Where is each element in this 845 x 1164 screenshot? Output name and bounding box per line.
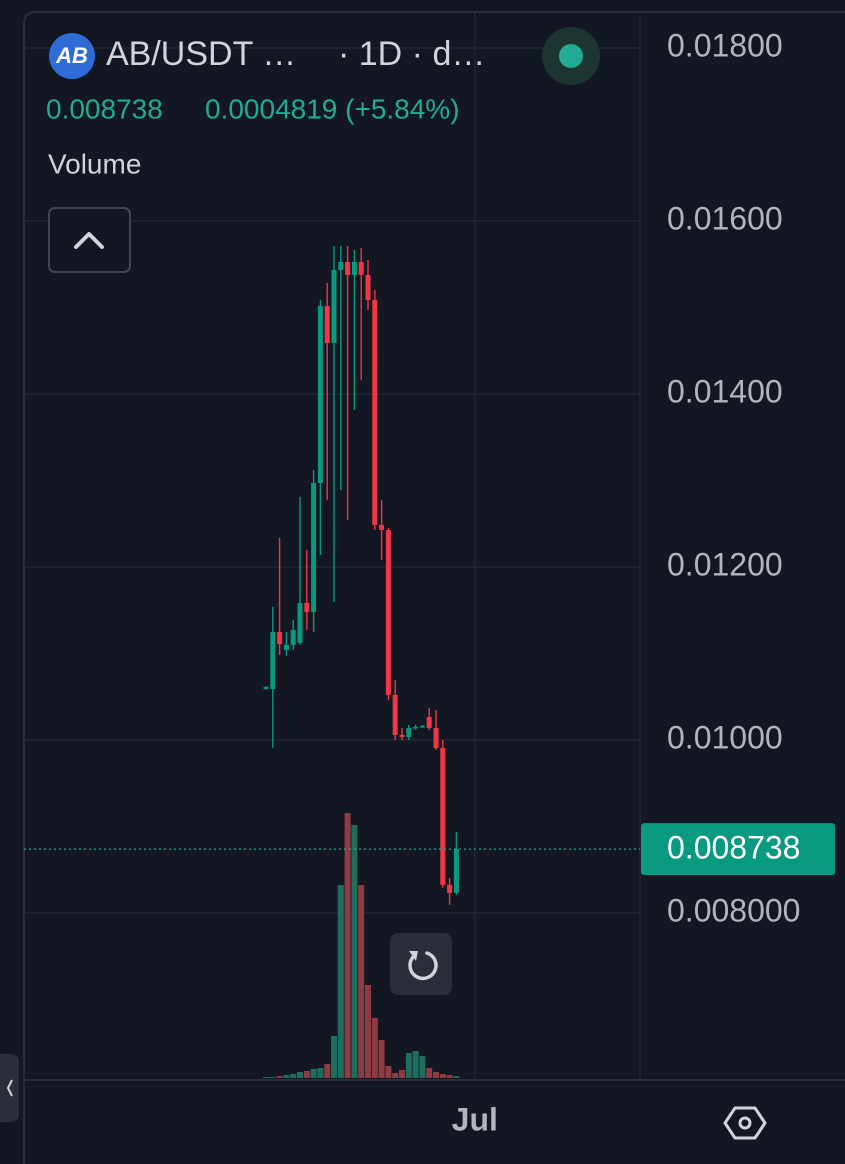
candle-body (413, 726, 419, 729)
y-tick-label: 0.01200 (667, 546, 783, 582)
reset-arrowhead (409, 951, 418, 961)
volume-bar (269, 1077, 276, 1078)
y-tick-label: 0.008000 (667, 892, 800, 928)
candle-body (297, 602, 303, 643)
y-tick-label: 0.01400 (667, 373, 783, 409)
candle-body (365, 274, 371, 300)
candle-body (283, 644, 289, 650)
side-tab-box[interactable] (0, 1054, 19, 1122)
volume-bar (433, 1072, 439, 1078)
candle-body (338, 261, 344, 270)
volume-bar (405, 1053, 412, 1078)
volume-bar (344, 813, 351, 1078)
logo-text: AB (55, 43, 88, 68)
candle-body (379, 524, 385, 530)
candle-body (345, 261, 351, 275)
candle-body (392, 694, 398, 735)
candle-body (263, 686, 269, 689)
candle-body (317, 305, 323, 483)
volume-bar (446, 1075, 453, 1078)
candle-body (426, 716, 432, 728)
reset-box[interactable] (390, 933, 452, 995)
candle-body (453, 849, 459, 893)
candle-body (290, 629, 296, 645)
volume-bar (290, 1074, 297, 1078)
plot: 0.008000 0.01000 0.01200 0.01400 0.01600 0.01… (24, 12, 835, 1137)
logo: AB (49, 33, 95, 79)
collapse-button[interactable] (48, 207, 131, 273)
last-price-tag (641, 823, 835, 876)
candle-body (399, 734, 405, 737)
y-tick-label: 0.01000 (667, 719, 783, 755)
volume-bar (412, 1051, 419, 1078)
volume-bar (385, 1066, 392, 1078)
chevron-up (74, 232, 104, 249)
volume-bar (337, 885, 344, 1078)
header-price: 0.008738 (46, 93, 163, 124)
volume-bar (399, 1070, 405, 1078)
symbol-title: AB/USDT … (106, 35, 296, 73)
candle-body (358, 261, 364, 275)
collapse-box[interactable] (48, 207, 131, 273)
candle-body (304, 602, 310, 612)
volume-bar (392, 1073, 399, 1078)
candle-body (447, 884, 453, 893)
candle-body (419, 725, 425, 728)
settings-hex[interactable] (723, 1106, 767, 1140)
volume-bar (283, 1075, 290, 1078)
settings-hole (738, 1116, 752, 1130)
reset-arrow (408, 951, 438, 981)
volume-bar (365, 985, 371, 1078)
candle-body (324, 305, 330, 343)
candle-body (406, 727, 412, 737)
volume-bar (331, 1036, 337, 1078)
status-dot[interactable] (559, 44, 583, 68)
volume-bar (426, 1068, 433, 1078)
volume-bar (297, 1072, 303, 1078)
volume-bar (419, 1056, 426, 1078)
side-tab-arrow (6, 1079, 13, 1097)
reset-button[interactable] (390, 933, 452, 995)
candle-body (385, 529, 391, 695)
candle-body (372, 299, 378, 525)
last-price-label: 0.008738 (667, 830, 800, 866)
volume-bar (276, 1076, 283, 1078)
volume-bar (358, 885, 365, 1078)
volume-bar (351, 825, 358, 1078)
volume-bar (453, 1076, 460, 1078)
volume-bar (310, 1069, 317, 1078)
y-tick-label: 0.01600 (667, 200, 783, 236)
candle-body (311, 482, 317, 612)
settings-icon[interactable] (723, 1106, 767, 1140)
header-change: 0.0004819 (+5.84%) (205, 93, 460, 124)
logo-circle (49, 33, 95, 79)
candle-body (270, 631, 276, 689)
volume-bar (324, 1064, 331, 1078)
volume-bar (371, 1018, 378, 1078)
volume-bar (303, 1071, 310, 1078)
frame (23, 11, 845, 1164)
interval: · 1D · d… (338, 35, 485, 73)
volume-bar (439, 1074, 446, 1078)
side-tab[interactable] (0, 1054, 19, 1122)
candle-body (440, 747, 446, 885)
candle-body (331, 269, 337, 343)
volume-bar (378, 1040, 385, 1078)
volume-bar (263, 1077, 269, 1078)
candle-body (433, 727, 439, 748)
volume-legend: Volume (48, 148, 141, 179)
volume-bar (317, 1068, 324, 1078)
candle-body (277, 631, 283, 644)
x-tick-label: Jul (452, 1101, 498, 1137)
y-tick-label: 0.01800 (667, 27, 783, 63)
candle-body (351, 261, 357, 275)
